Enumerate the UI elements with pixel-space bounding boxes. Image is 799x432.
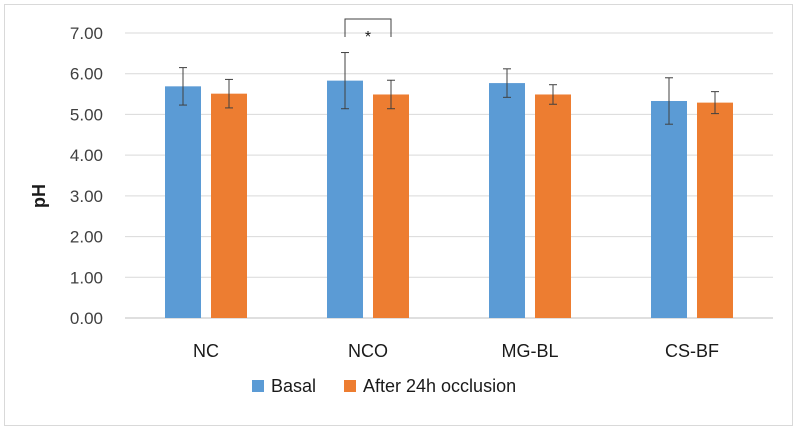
x-category-label: NC (193, 341, 219, 361)
x-axis-categories: NC NCO MG-BL CS-BF (193, 341, 719, 361)
y-axis-label: pH (29, 184, 49, 208)
error-bars (179, 52, 719, 125)
x-category-label: MG-BL (501, 341, 558, 361)
bar-basal-cs-bf (651, 100, 687, 318)
y-tick-label: 0.00 (70, 309, 103, 328)
bar-after-24h-nc (211, 93, 247, 319)
y-tick-label: 7.00 (70, 24, 103, 43)
legend-label: Basal (271, 376, 316, 396)
significance-star: * (365, 29, 371, 46)
bar-after-24h-cs-bf (697, 102, 733, 318)
bars (165, 80, 733, 319)
y-axis-ticks: 0.00 1.00 2.00 3.00 4.00 5.00 6.00 7.00 (70, 24, 103, 328)
bar-after-24h-mg-bl (535, 94, 571, 318)
x-category-label: CS-BF (665, 341, 719, 361)
y-tick-label: 3.00 (70, 187, 103, 206)
legend-swatch (344, 380, 356, 392)
y-tick-label: 2.00 (70, 228, 103, 247)
legend-label: After 24h occlusion (363, 376, 516, 396)
x-category-label: NCO (348, 341, 388, 361)
legend: Basal After 24h occlusion (252, 376, 516, 396)
bar-basal-nc (165, 86, 201, 318)
y-tick-label: 1.00 (70, 268, 103, 287)
bar-after-24h-nco (373, 94, 409, 318)
y-tick-label: 5.00 (70, 105, 103, 124)
significance-annotation: * (344, 18, 392, 46)
y-tick-label: 4.00 (70, 146, 103, 165)
bar-basal-nco (327, 80, 363, 318)
y-tick-label: 6.00 (70, 65, 103, 84)
legend-swatch (252, 380, 264, 392)
significance-bracket (344, 18, 392, 37)
bar-basal-mg-bl (489, 83, 525, 318)
